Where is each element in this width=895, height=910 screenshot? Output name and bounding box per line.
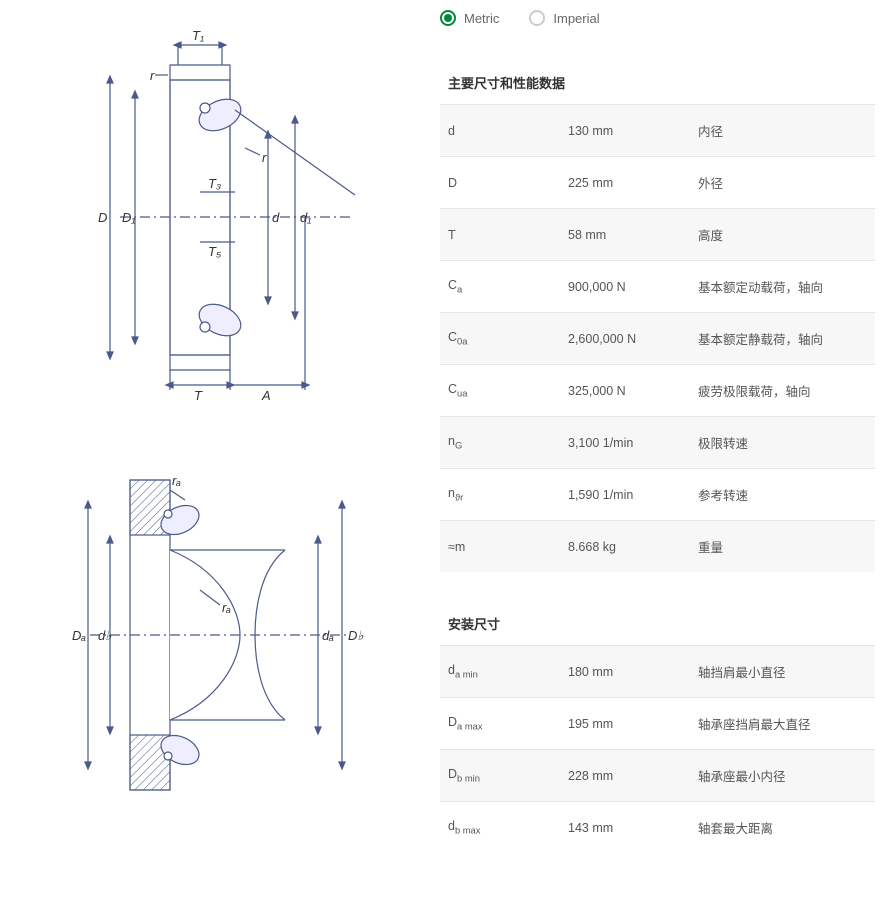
label-Db: D♭ (348, 628, 364, 643)
spec-value: 130 mm (560, 105, 690, 157)
label-da: dₐ (322, 628, 334, 643)
label-A: A (261, 388, 271, 400)
spec-row: T58 mm高度 (440, 209, 875, 261)
spec-value: 325,000 N (560, 365, 690, 417)
spec-row: d130 mm内径 (440, 105, 875, 157)
spec-symbol: da min (440, 646, 560, 698)
spec-table: d130 mm内径D225 mm外径T58 mm高度Ca900,000 N基本额… (440, 104, 875, 572)
spec-table: da min180 mm轴挡肩最小直径Da max195 mm轴承座挡肩最大直径… (440, 645, 875, 853)
spec-symbol: Da max (440, 698, 560, 750)
radio-icon (529, 10, 545, 26)
spec-desc: 极限转速 (690, 417, 875, 469)
spec-row: ≈m8.668 kg重量 (440, 521, 875, 573)
spec-desc: 轴承座最小内径 (690, 750, 875, 802)
spec-symbol: d (440, 105, 560, 157)
label-T1: T₁ (192, 28, 204, 43)
spec-row: nG3,100 1/min极限转速 (440, 417, 875, 469)
spec-symbol: Db min (440, 750, 560, 802)
section-title: 安装尺寸 (440, 602, 875, 645)
label-db-l: d♭ (98, 628, 112, 643)
spec-desc: 参考转速 (690, 469, 875, 521)
label-d: d (272, 210, 280, 225)
spec-desc: 轴承座挡肩最大直径 (690, 698, 875, 750)
spec-desc: 外径 (690, 157, 875, 209)
spec-desc: 轴套最大距离 (690, 802, 875, 854)
spec-symbol: nϑr (440, 469, 560, 521)
spec-desc: 基本额定静载荷，轴向 (690, 313, 875, 365)
label-D1: D₁ (122, 210, 136, 225)
label-ra2: rₐ (222, 600, 231, 615)
label-T5: T₅ (208, 244, 222, 259)
label-d1: d₁ (300, 210, 311, 225)
spec-symbol: nG (440, 417, 560, 469)
spec-value: 1,590 1/min (560, 469, 690, 521)
imperial-radio[interactable]: Imperial (529, 10, 599, 26)
spec-symbol: Ca (440, 261, 560, 313)
spec-row: nϑr1,590 1/min参考转速 (440, 469, 875, 521)
spec-value: 3,100 1/min (560, 417, 690, 469)
spec-row: da min180 mm轴挡肩最小直径 (440, 646, 875, 698)
label-ra: rₐ (172, 473, 181, 488)
spec-value: 195 mm (560, 698, 690, 750)
label-r2: r (262, 150, 267, 165)
spec-desc: 轴挡肩最小直径 (690, 646, 875, 698)
spec-row: Db min228 mm轴承座最小内径 (440, 750, 875, 802)
label-T3: T₃ (208, 176, 221, 191)
label-Da: Dₐ (72, 628, 86, 643)
diagram-top: D D₁ d d₁ T₁ r r T₃ T₅ T A (10, 20, 410, 400)
spec-row: C0a2,600,000 N基本额定静载荷，轴向 (440, 313, 875, 365)
spec-symbol: db max (440, 802, 560, 854)
spec-value: 900,000 N (560, 261, 690, 313)
spec-symbol: Cua (440, 365, 560, 417)
spec-symbol: D (440, 157, 560, 209)
diagram-bottom: Dₐ d♭ dₐ D♭ rₐ rₐ (10, 460, 410, 820)
spec-value: 8.668 kg (560, 521, 690, 573)
spec-desc: 疲劳极限载荷，轴向 (690, 365, 875, 417)
label-r: r (150, 68, 155, 83)
label-T: T (194, 388, 203, 400)
spec-symbol: C0a (440, 313, 560, 365)
spec-desc: 高度 (690, 209, 875, 261)
spec-value: 225 mm (560, 157, 690, 209)
section-title: 主要尺寸和性能数据 (440, 61, 875, 104)
spec-desc: 内径 (690, 105, 875, 157)
metric-label: Metric (464, 11, 499, 26)
spec-value: 228 mm (560, 750, 690, 802)
label-D: D (98, 210, 107, 225)
spec-value: 2,600,000 N (560, 313, 690, 365)
spec-symbol: T (440, 209, 560, 261)
spec-row: Da max195 mm轴承座挡肩最大直径 (440, 698, 875, 750)
metric-radio[interactable]: Metric (440, 10, 499, 26)
spec-row: db max143 mm轴套最大距离 (440, 802, 875, 854)
spec-row: Cua325,000 N疲劳极限载荷，轴向 (440, 365, 875, 417)
spec-desc: 重量 (690, 521, 875, 573)
spec-desc: 基本额定动载荷，轴向 (690, 261, 875, 313)
spec-value: 180 mm (560, 646, 690, 698)
radio-icon (440, 10, 456, 26)
spec-value: 58 mm (560, 209, 690, 261)
spec-symbol: ≈m (440, 521, 560, 573)
unit-toggle: Metric Imperial (440, 10, 875, 26)
imperial-label: Imperial (553, 11, 599, 26)
spec-value: 143 mm (560, 802, 690, 854)
spec-row: D225 mm外径 (440, 157, 875, 209)
spec-row: Ca900,000 N基本额定动载荷，轴向 (440, 261, 875, 313)
